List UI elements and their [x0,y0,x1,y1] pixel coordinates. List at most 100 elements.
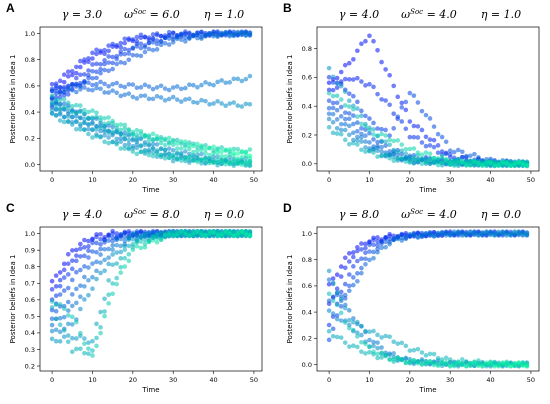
data-point [78,283,83,288]
data-point [346,123,352,129]
data-point [379,355,384,360]
data-point [355,142,360,147]
data-point [379,335,384,340]
data-point [114,281,119,287]
data-point [78,346,83,352]
data-point [61,119,67,125]
data-point [419,156,425,161]
data-point [359,139,364,144]
data-point [468,162,473,168]
data-point [118,40,124,46]
y-tick-label: 0.2 [302,335,312,343]
data-point [199,36,204,41]
data-point [106,68,111,74]
data-point [118,135,124,141]
data-point [134,132,140,138]
x-tick-label: 40 [486,376,494,384]
data-point [170,142,176,148]
data-point [118,232,124,238]
data-point [215,79,220,85]
data-point [351,113,356,118]
data-point [231,150,237,156]
data-point [69,292,75,297]
data-point [102,257,107,263]
data-point [375,340,380,345]
data-point [371,84,376,90]
data-point [379,138,384,144]
data-point [174,137,180,143]
data-point [223,80,228,86]
data-point [363,250,368,256]
data-point [379,97,384,102]
data-point [130,37,136,42]
data-point [371,339,376,345]
data-point [326,116,332,122]
data-point [150,145,156,151]
data-point [371,38,376,44]
data-point [195,141,200,147]
data-point [61,275,67,280]
data-point [359,126,364,131]
data-point [367,33,372,39]
data-point [150,237,156,243]
agent-trajectory [49,29,253,101]
data-point [142,132,148,138]
data-point [359,108,364,114]
data-point [78,121,83,127]
data-point [78,246,83,252]
agent-trajectory [49,29,253,87]
data-point [395,355,401,360]
data-point [191,33,196,39]
data-point [86,59,91,65]
data-point [49,328,55,334]
data-point [110,129,115,135]
data-point [247,147,253,152]
data-point [53,293,59,298]
data-point [375,154,380,159]
data-point [154,47,160,52]
data-point [57,106,63,111]
data-point [150,96,156,102]
data-point [355,248,360,254]
data-point [106,90,111,95]
data-point [86,122,91,127]
data-point [383,239,388,245]
data-point [383,143,388,148]
x-axis-label: Time [418,186,436,194]
data-point [69,258,75,263]
data-point [203,161,208,166]
data-point [355,48,360,54]
data-point [65,299,71,305]
data-point [122,130,128,135]
data-point [154,85,160,90]
data-point [114,261,119,266]
data-point [49,299,55,304]
data-point [355,258,360,264]
data-point [427,116,433,121]
data-point [223,147,228,153]
data-point [375,148,380,154]
data-point [122,46,128,52]
data-point [334,85,340,90]
data-point [90,261,95,266]
data-point [199,97,204,103]
data-point [407,160,413,165]
data-point [359,323,364,329]
data-point [247,159,253,164]
data-point [326,87,332,93]
data-point [219,153,224,159]
data-point [134,127,140,133]
data-point [355,106,360,111]
data-point [126,141,132,147]
y-tick-label: 0.2 [25,135,35,143]
data-point [90,240,95,246]
data-point [411,146,417,151]
data-point [98,237,103,242]
data-point [443,156,449,162]
data-point [110,238,115,244]
data-point [346,111,352,116]
data-point [150,86,156,92]
data-point [247,163,253,169]
data-point [69,277,75,283]
